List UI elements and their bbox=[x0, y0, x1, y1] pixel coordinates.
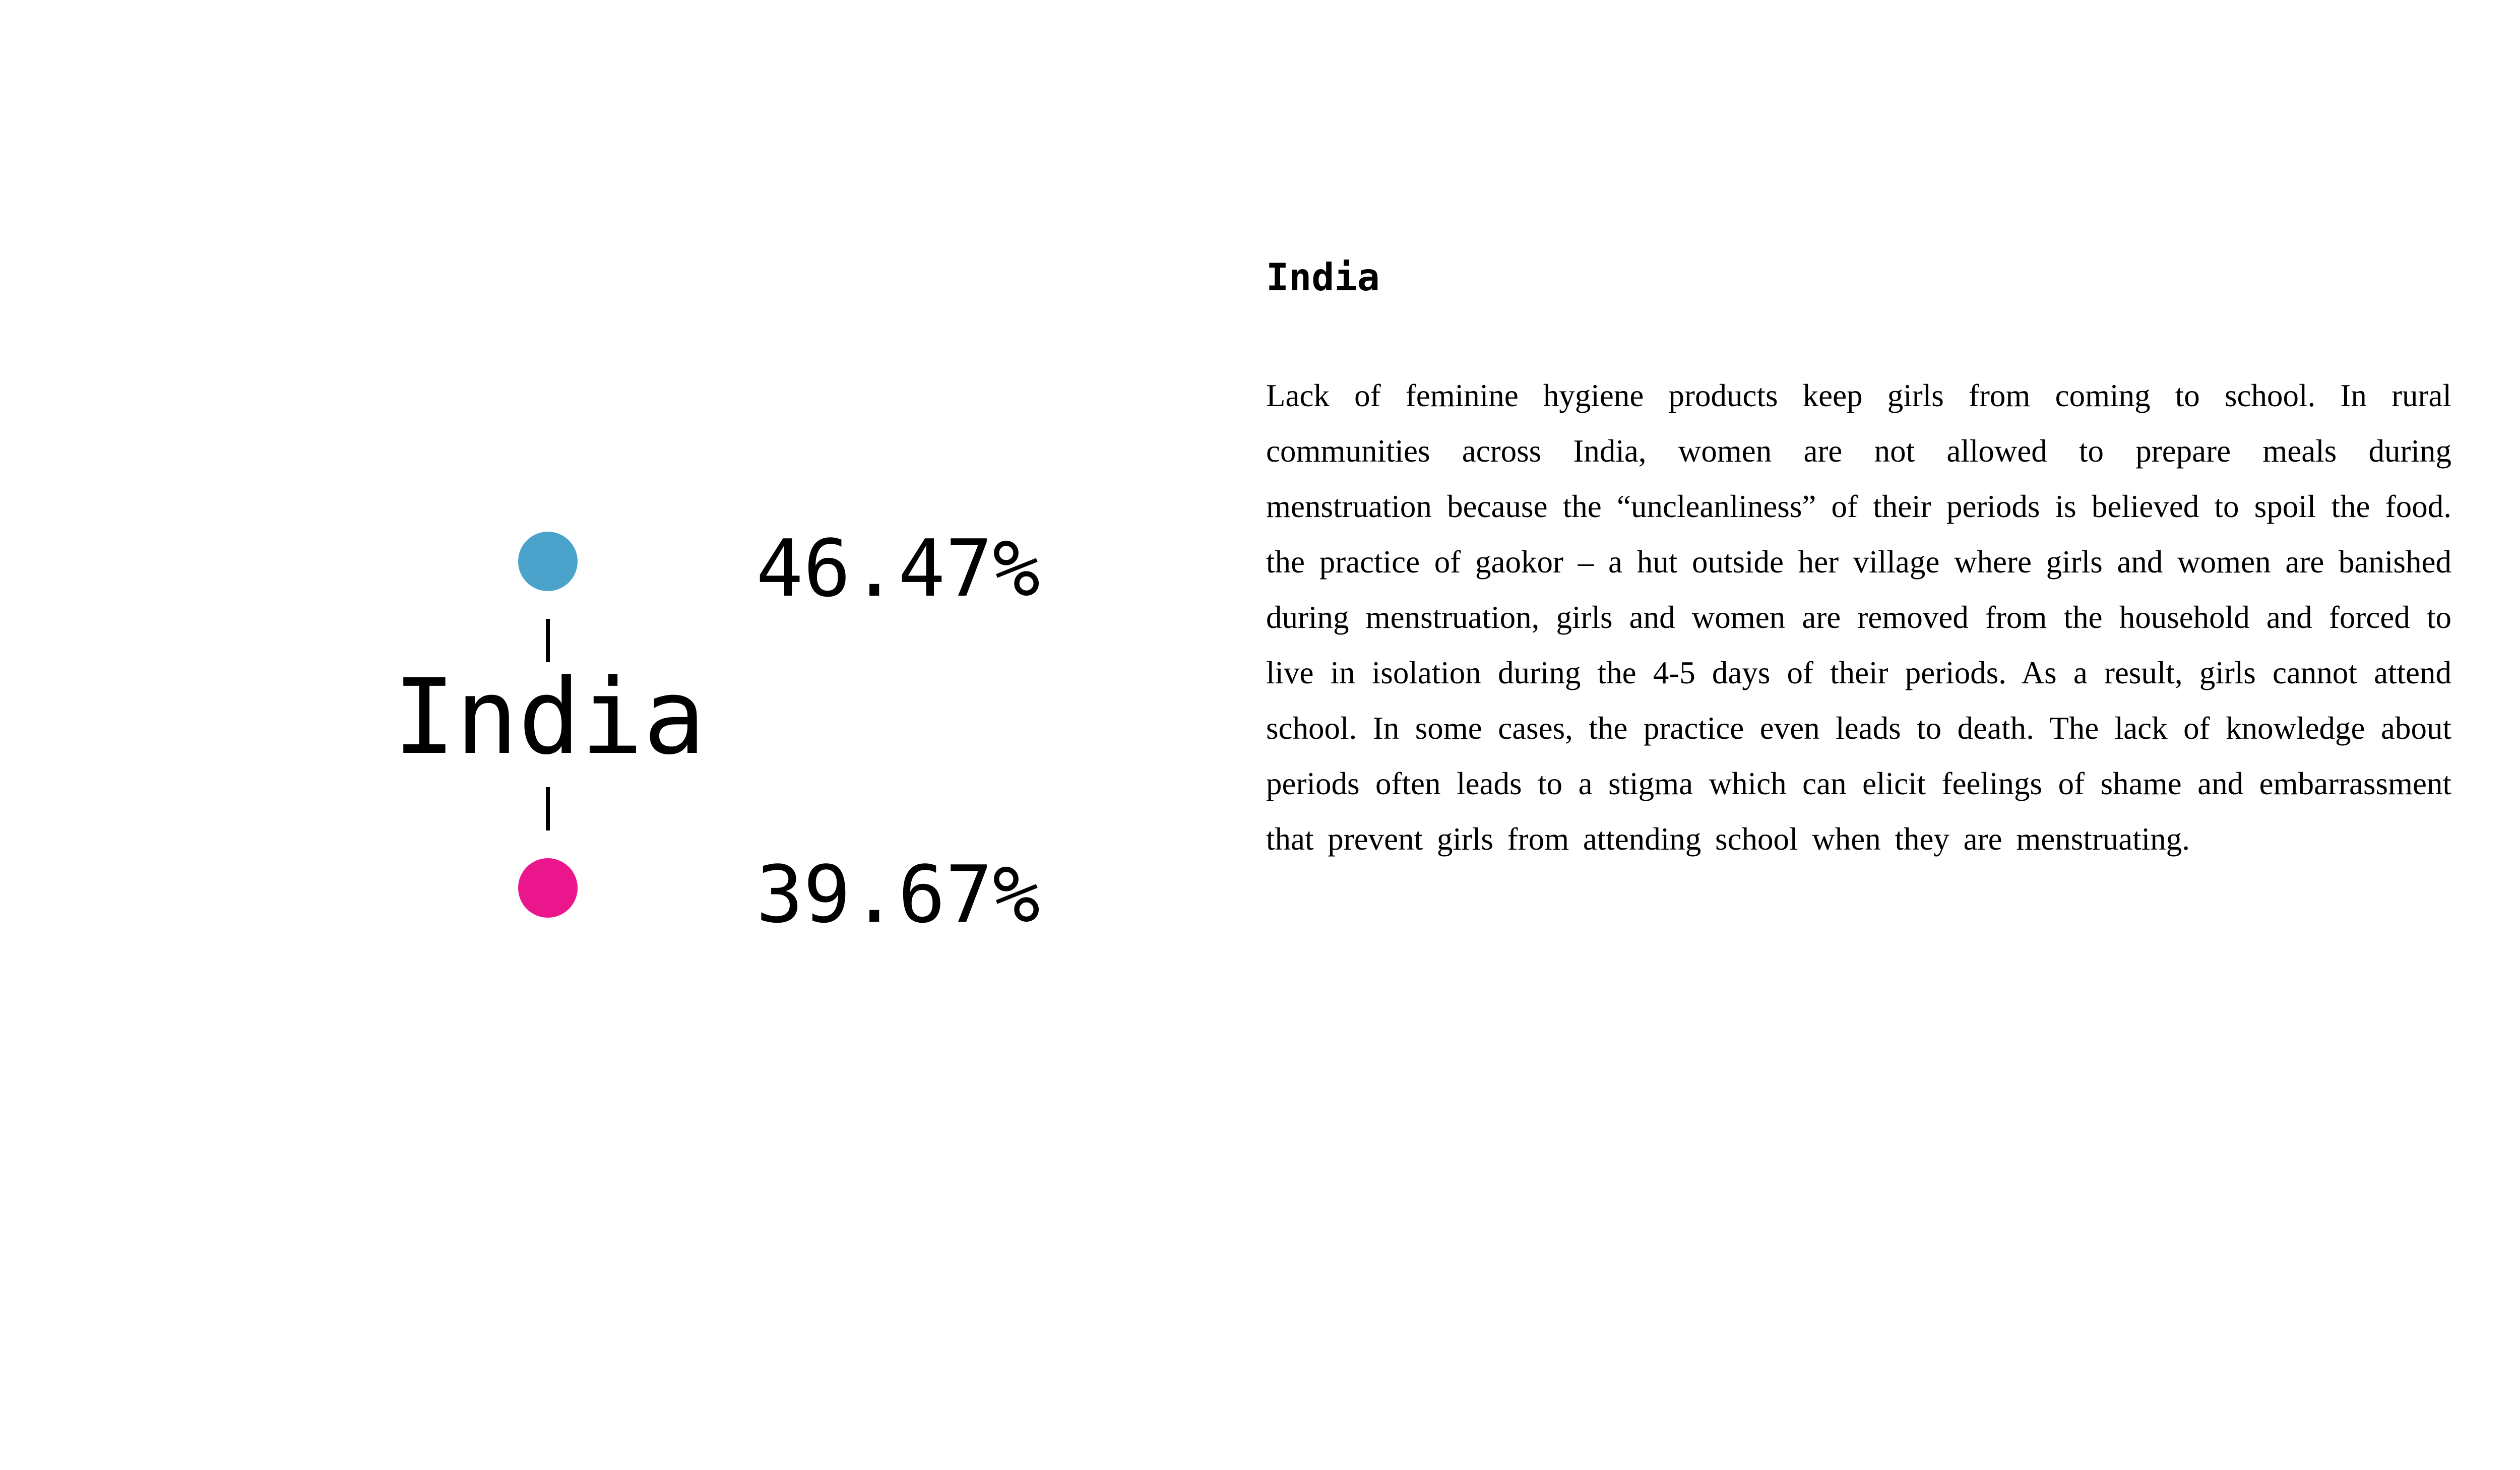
country-label: India bbox=[393, 657, 706, 778]
top-connector-line bbox=[546, 619, 550, 662]
panel-title: India bbox=[1266, 255, 1380, 299]
bottom-stat-dot bbox=[518, 858, 578, 918]
panel-body-text: Lack of feminine hygiene products keep g… bbox=[1266, 378, 2451, 857]
bottom-stat-value: 39.67% bbox=[756, 849, 1040, 940]
top-stat-value: 46.47% bbox=[756, 523, 1040, 614]
bottom-connector-line bbox=[546, 787, 550, 830]
top-stat-dot bbox=[518, 532, 578, 591]
stat-graphic: India 46.47% 39.67% bbox=[0, 0, 1210, 1470]
description-panel: India Lack of feminine hygiene products … bbox=[1266, 252, 2451, 867]
